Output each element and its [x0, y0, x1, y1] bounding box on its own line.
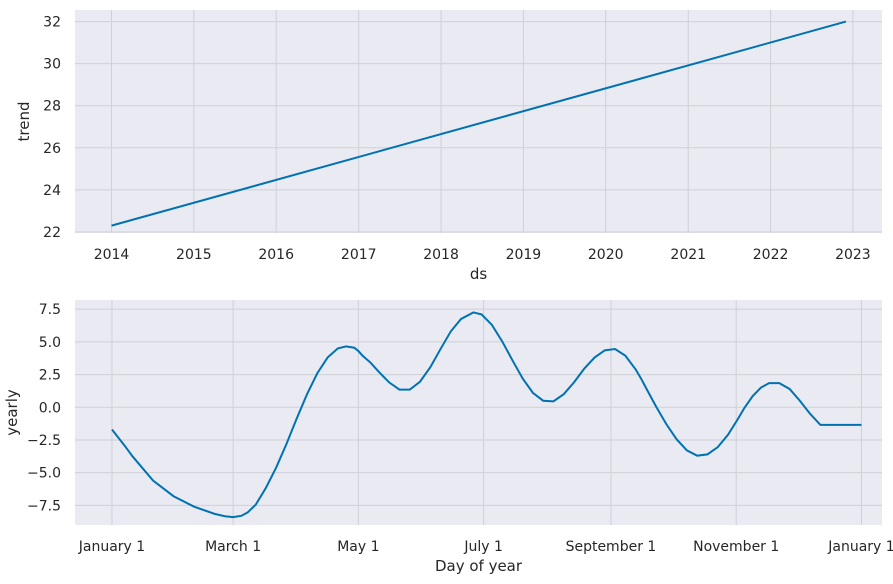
x-tick-label: March 1	[205, 539, 261, 555]
y-tick-label: 7.5	[39, 302, 61, 318]
y-tick-label: −5.0	[27, 466, 61, 482]
y-tick-label: 30	[43, 57, 61, 73]
x-tick-label: 2023	[835, 247, 871, 263]
x-tick-label: 2018	[423, 247, 459, 263]
x-tick-label: 2016	[258, 247, 294, 263]
x-tick-label: November 1	[693, 539, 779, 555]
plot-area	[75, 10, 882, 233]
x-tick-label: 2014	[94, 247, 130, 263]
x-tick-label: 2017	[341, 247, 377, 263]
y-tick-label: 26	[43, 141, 61, 157]
x-tick-label: July 1	[463, 539, 503, 555]
y-tick-label: −2.5	[27, 433, 61, 449]
series-line	[111, 311, 862, 519]
trend-panel: 22 24 26 28 30 32 2014 2015 2016 2017 2018 2019 2020…	[15, 10, 882, 283]
series-line	[111, 20, 847, 227]
x-tick-label: January 1	[78, 539, 145, 555]
y-tick-label: 22	[43, 225, 61, 241]
y-tick-label: 32	[43, 15, 61, 31]
x-tick-label: May 1	[337, 539, 379, 555]
x-tick-label: 2022	[753, 247, 789, 263]
y-axis-label: trend	[15, 102, 33, 142]
x-tick-label: September 1	[566, 539, 657, 555]
y-axis-label: yearly	[3, 389, 21, 436]
x-tick-label: January 1	[827, 539, 893, 555]
y-tick-label: 24	[43, 183, 61, 199]
y-tick-label: −7.5	[27, 498, 61, 514]
plot-area	[75, 300, 882, 525]
x-tick-label: 2019	[506, 247, 542, 263]
y-tick-label: 0.0	[39, 400, 61, 416]
y-tick-label: 28	[43, 99, 61, 115]
x-tick-label: 2020	[588, 247, 624, 263]
x-axis-label: ds	[470, 265, 488, 283]
y-tick-label: 5.0	[39, 335, 61, 351]
x-tick-label: 2015	[176, 247, 212, 263]
y-tick-label: 2.5	[39, 368, 61, 384]
yearly-panel: −7.5 −5.0 −2.5 0.0 2.5 5.0 7.5 January 1 March 1…	[3, 300, 893, 575]
x-axis-label: Day of year	[435, 557, 523, 575]
x-tick-label: 2021	[670, 247, 706, 263]
